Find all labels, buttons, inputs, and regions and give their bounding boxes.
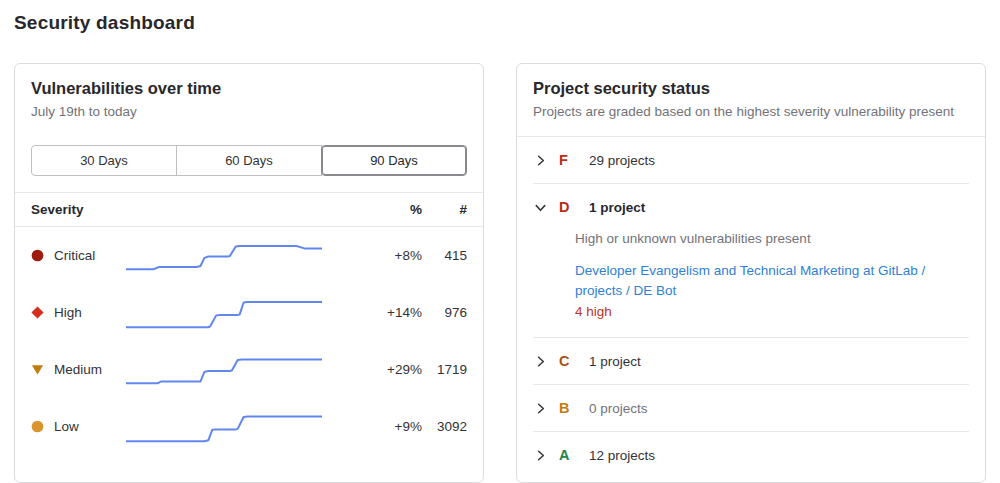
project-link[interactable]: Developer Evangelism and Technical Marke…: [575, 261, 959, 301]
column-header-percent: %: [342, 202, 422, 217]
grade-description: High or unknown vulnerabilities present: [575, 230, 959, 248]
status-card-title: Project security status: [533, 79, 969, 98]
severity-medium-icon: [31, 363, 44, 376]
severity-label: Low: [54, 419, 79, 434]
severity-percent-change: +8%: [342, 248, 422, 263]
status-card-subtitle: Projects are graded based on the highest…: [533, 103, 969, 121]
severity-table-header: Severity % #: [15, 192, 483, 227]
grade-letter: D: [559, 199, 574, 215]
severity-row-high: High +14%976: [15, 284, 483, 341]
page-title: Security dashboard: [14, 12, 986, 34]
grade-count: 12 projects: [589, 448, 655, 463]
grade-count: 1 project: [589, 354, 641, 369]
vulnerability-summary: 4 high: [575, 304, 959, 319]
grade-item-a: A 12 projects: [533, 431, 969, 478]
grade-row-c[interactable]: C 1 project: [533, 338, 969, 384]
severity-row-medium: Medium +29%1719: [15, 341, 483, 398]
chevron-right-icon: [533, 152, 549, 168]
severity-cell-high: High: [31, 305, 126, 320]
severity-row-low: Low +9%3092: [15, 398, 483, 455]
grade-row-a[interactable]: A 12 projects: [533, 432, 969, 478]
project-security-status-card: Project security status Projects are gra…: [516, 63, 986, 483]
sparkline-high: [126, 294, 322, 332]
grade-item-f: F 29 projects: [533, 137, 969, 183]
severity-percent-change: +9%: [342, 419, 422, 434]
grade-row-f[interactable]: F 29 projects: [533, 137, 969, 183]
grade-count: 29 projects: [589, 153, 655, 168]
grade-item-c: C 1 project: [533, 337, 969, 384]
grade-letter: B: [559, 400, 574, 416]
chevron-right-icon: [533, 353, 549, 369]
severity-label: Medium: [54, 362, 102, 377]
range-button-60-days[interactable]: 60 Days: [176, 145, 322, 176]
severity-critical-icon: [31, 249, 44, 262]
severity-count: 976: [422, 305, 467, 320]
sparkline-low: [126, 408, 322, 446]
dashboard-layout: Vulnerabilities over time July 19th to t…: [14, 63, 986, 483]
column-header-count: #: [422, 202, 467, 217]
severity-count: 415: [422, 248, 467, 263]
severity-rows: Critical +8%415 High +14%976 Medium +29%1719 L…: [15, 227, 483, 455]
chevron-down-icon: [533, 199, 549, 215]
sparkline-critical: [126, 237, 322, 275]
severity-percent-change: +29%: [342, 362, 422, 377]
severity-count: 1719: [422, 362, 467, 377]
grade-details: High or unknown vulnerabilities present D…: [533, 230, 969, 337]
severity-count: 3092: [422, 419, 467, 434]
grade-letter: F: [559, 152, 574, 168]
range-button-group: 30 Days60 Days90 Days: [31, 145, 467, 176]
status-card-header: Project security status Projects are gra…: [517, 64, 985, 137]
severity-percent-change: +14%: [342, 305, 422, 320]
severity-high-icon: [31, 306, 44, 319]
grade-row-b[interactable]: B 0 projects: [533, 385, 969, 431]
grade-count: 0 projects: [589, 401, 648, 416]
grade-item-d: D 1 project High or unknown vulnerabilitie…: [533, 183, 969, 337]
chevron-right-icon: [533, 400, 549, 416]
vulnerabilities-card-title: Vulnerabilities over time: [31, 79, 467, 98]
column-header-severity: Severity: [31, 202, 126, 217]
vulnerabilities-over-time-card: Vulnerabilities over time July 19th to t…: [14, 63, 484, 483]
severity-cell-medium: Medium: [31, 362, 126, 377]
grade-row-d[interactable]: D 1 project: [533, 184, 969, 230]
grade-letter: A: [559, 447, 574, 463]
vulnerabilities-card-header: Vulnerabilities over time July 19th to t…: [15, 64, 483, 121]
sparkline-medium: [126, 351, 322, 389]
severity-cell-low: Low: [31, 419, 126, 434]
grade-list: F 29 projects D 1 project High or unknown vu…: [517, 137, 985, 482]
severity-row-critical: Critical +8%415: [15, 227, 483, 284]
severity-cell-critical: Critical: [31, 248, 126, 263]
grade-letter: C: [559, 353, 574, 369]
range-button-30-days[interactable]: 30 Days: [31, 145, 177, 176]
severity-label: High: [54, 305, 82, 320]
date-range-label: July 19th to today: [31, 103, 467, 121]
grade-count: 1 project: [589, 200, 645, 215]
severity-low-icon: [31, 420, 44, 433]
chevron-right-icon: [533, 447, 549, 463]
range-button-90-days[interactable]: 90 Days: [321, 145, 467, 176]
security-dashboard-page: Security dashboard Vulnerabilities over …: [0, 0, 1000, 483]
grade-item-b: B 0 projects: [533, 384, 969, 431]
severity-label: Critical: [54, 248, 95, 263]
